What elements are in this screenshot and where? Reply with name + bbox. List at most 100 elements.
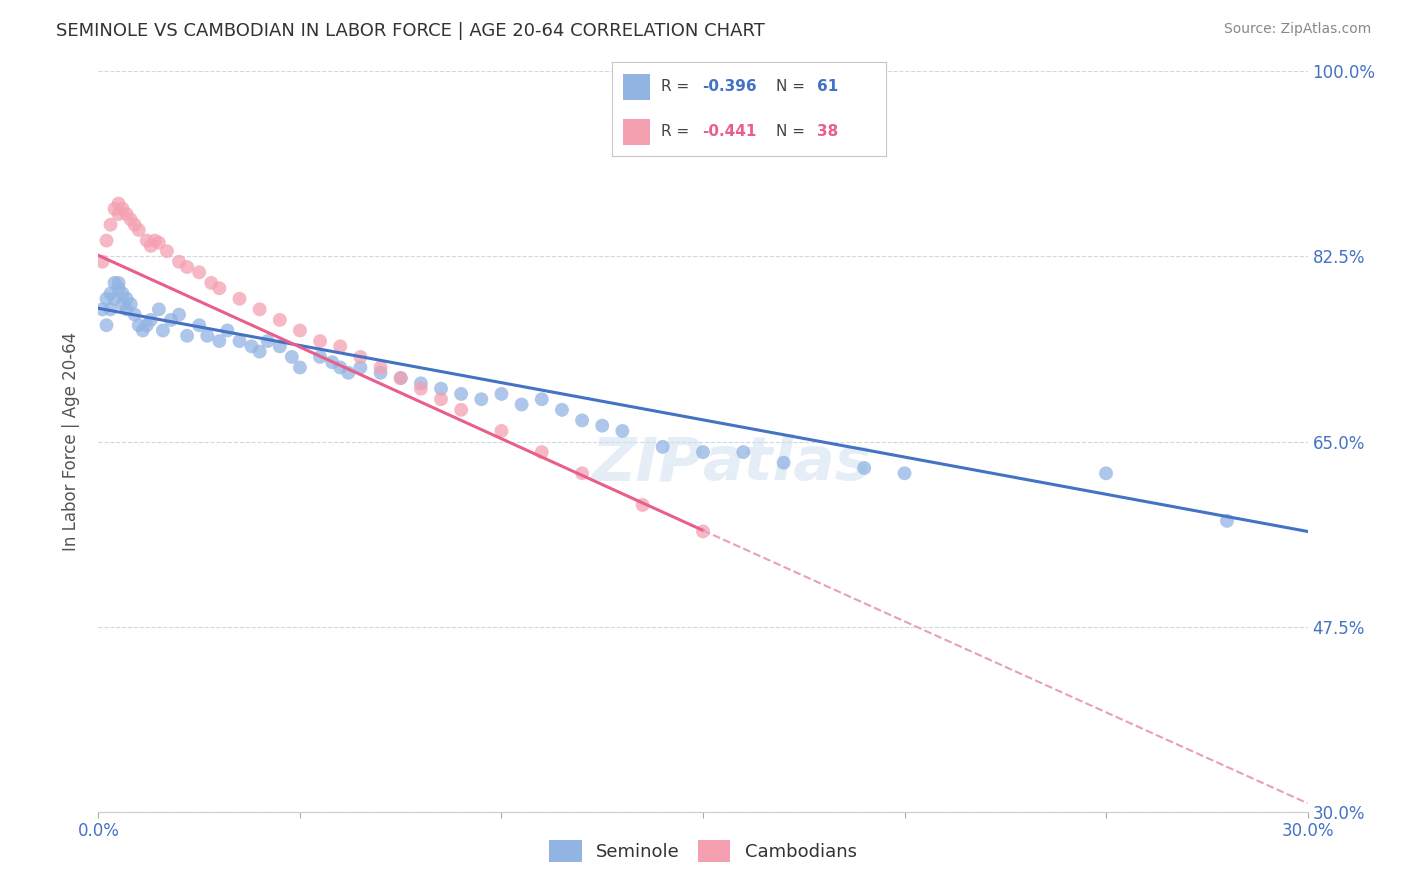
Text: ZIP: ZIP [591, 434, 703, 493]
Text: atlas: atlas [703, 434, 872, 493]
Point [96, 318, 118, 333]
Point [124, 218, 146, 232]
Point [470, 392, 492, 407]
Point [240, 339, 263, 353]
Point [115, 207, 138, 221]
Point [115, 292, 138, 306]
Point [139, 239, 162, 253]
Point [103, 292, 125, 306]
Point [139, 313, 162, 327]
Text: N =: N = [776, 78, 810, 94]
Text: SEMINOLE VS CAMBODIAN IN LABOR FORCE | AGE 20-64 CORRELATION CHART: SEMINOLE VS CAMBODIAN IN LABOR FORCE | A… [56, 22, 765, 40]
Point [309, 334, 332, 348]
Point [100, 218, 122, 232]
Text: R =: R = [661, 124, 695, 139]
Point [370, 366, 392, 380]
Point [269, 339, 291, 353]
Point [107, 196, 129, 211]
Point [337, 366, 360, 380]
Point [249, 344, 271, 359]
Point [208, 281, 231, 295]
Text: Source: ZipAtlas.com: Source: ZipAtlas.com [1223, 22, 1371, 37]
Point [91, 254, 114, 268]
Point [156, 244, 179, 259]
Point [111, 297, 134, 311]
Point [853, 461, 876, 475]
Point [124, 308, 146, 322]
Point [349, 350, 371, 364]
Point [228, 292, 250, 306]
Point [450, 402, 472, 417]
Point [571, 467, 593, 481]
Point [370, 360, 392, 375]
Point [409, 376, 432, 391]
Point [103, 276, 125, 290]
Point [450, 387, 472, 401]
Point [188, 265, 211, 279]
Point [148, 235, 170, 250]
Point [217, 324, 239, 338]
Point [96, 292, 118, 306]
Point [195, 328, 218, 343]
Point [148, 302, 170, 317]
Point [329, 339, 352, 353]
Point [132, 324, 155, 338]
Point [281, 350, 304, 364]
Text: R =: R = [661, 78, 695, 94]
Point [631, 498, 654, 512]
Point [107, 207, 129, 221]
Point [591, 418, 613, 433]
Point [152, 324, 174, 338]
Point [430, 392, 453, 407]
Bar [623, 74, 650, 100]
Point [329, 360, 352, 375]
Point [288, 360, 311, 375]
Point [349, 360, 371, 375]
Point [107, 276, 129, 290]
Point [160, 313, 183, 327]
Text: 38: 38 [817, 124, 838, 139]
Point [107, 281, 129, 295]
Point [100, 286, 122, 301]
Point [96, 234, 118, 248]
Point [249, 302, 271, 317]
Bar [623, 119, 650, 145]
Point [893, 467, 915, 481]
Point [176, 260, 198, 274]
Point [733, 445, 755, 459]
Point [120, 297, 142, 311]
Point [288, 324, 311, 338]
Point [430, 382, 453, 396]
Point [128, 223, 150, 237]
Point [167, 254, 190, 268]
Point [228, 334, 250, 348]
Point [100, 302, 122, 317]
Point [530, 445, 553, 459]
Point [111, 286, 134, 301]
Point [692, 445, 714, 459]
Point [1216, 514, 1239, 528]
Point [208, 334, 231, 348]
Point [491, 387, 513, 401]
Point [651, 440, 673, 454]
Point [176, 328, 198, 343]
Point [510, 397, 533, 411]
Point [256, 334, 278, 348]
Point [389, 371, 412, 385]
Text: 61: 61 [817, 78, 838, 94]
Point [200, 276, 222, 290]
Point [120, 212, 142, 227]
Point [409, 382, 432, 396]
Text: -0.396: -0.396 [702, 78, 756, 94]
Point [772, 456, 794, 470]
Point [612, 424, 634, 438]
Text: N =: N = [776, 124, 810, 139]
Point [91, 302, 114, 317]
Point [1095, 467, 1118, 481]
Point [692, 524, 714, 539]
Point [103, 202, 125, 216]
Point [530, 392, 553, 407]
Point [135, 318, 157, 333]
Point [167, 308, 190, 322]
Point [188, 318, 211, 333]
